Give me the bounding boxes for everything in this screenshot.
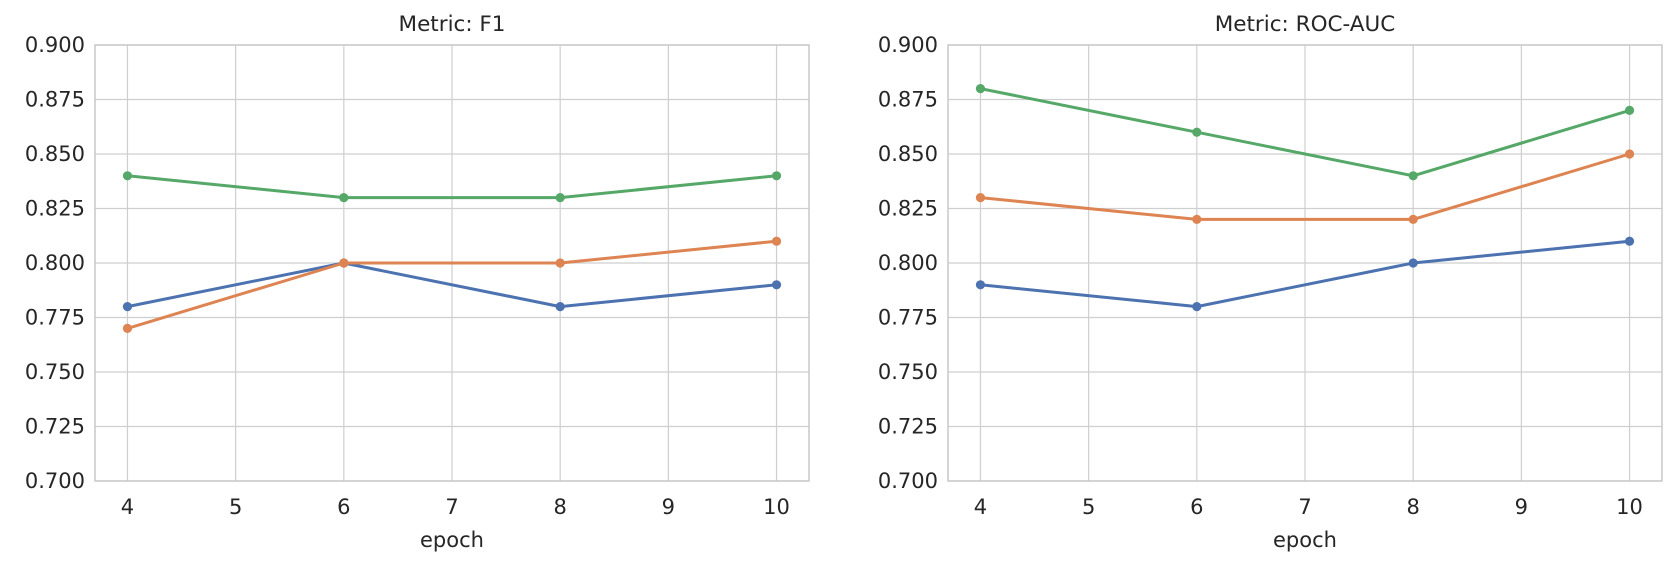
series-1-marker bbox=[122, 302, 133, 312]
x-tick-label: 4 bbox=[121, 495, 134, 519]
series-2-marker bbox=[975, 193, 986, 203]
x-tick-label: 5 bbox=[1082, 495, 1095, 519]
y-tick-label: 0.825 bbox=[25, 197, 85, 221]
x-tick-label: 5 bbox=[229, 495, 242, 519]
y-tick-label: 0.800 bbox=[25, 251, 85, 275]
series-1-marker bbox=[1624, 236, 1635, 246]
chart-panel-roc-auc: 0.700 0.725 0.750 0.775 0.800 0.825 0.850 0.875… bbox=[853, 0, 1673, 565]
y-tick-label: 0.875 bbox=[25, 88, 85, 112]
y-tick-label: 0.900 bbox=[25, 33, 85, 57]
series-1-marker bbox=[1408, 258, 1418, 268]
series-3-marker bbox=[122, 171, 133, 181]
series-3-line bbox=[978, 87, 1632, 178]
chart-title: Metric: ROC-AUC bbox=[1215, 12, 1396, 37]
y-tick-label: 0.725 bbox=[25, 415, 85, 439]
chart-title: Metric: F1 bbox=[399, 12, 506, 37]
series-1-line bbox=[125, 261, 779, 309]
x-tick-label: 10 bbox=[763, 495, 790, 519]
series-2-marker bbox=[771, 236, 782, 246]
x-axis-label: epoch bbox=[420, 528, 484, 552]
series-2-marker bbox=[1624, 149, 1635, 159]
x-tick-label: 8 bbox=[553, 495, 566, 519]
y-tick-label: 0.750 bbox=[25, 360, 85, 384]
roc-auc-line-chart: 0.700 0.725 0.750 0.775 0.800 0.825 0.850 0.875… bbox=[878, 12, 1663, 552]
series-3-marker bbox=[1408, 171, 1418, 181]
y-tick-label: 0.700 bbox=[878, 469, 938, 493]
series-2-marker bbox=[1408, 214, 1418, 224]
x-tick-label: 7 bbox=[1298, 495, 1311, 519]
y-tick-label: 0.825 bbox=[878, 197, 938, 221]
series-1-marker bbox=[975, 280, 986, 290]
y-tick-label: 0.725 bbox=[878, 415, 938, 439]
y-tick-label: 0.775 bbox=[25, 306, 85, 330]
y-tick-label: 0.900 bbox=[878, 33, 938, 57]
series-1-line bbox=[978, 239, 1632, 309]
series-1-marker bbox=[1192, 302, 1202, 312]
series-2-line bbox=[125, 239, 779, 330]
series-3-marker bbox=[339, 193, 349, 203]
x-tick-label: 7 bbox=[445, 495, 458, 519]
y-tick-label: 0.875 bbox=[878, 88, 938, 112]
y-tick-label: 0.850 bbox=[25, 142, 85, 166]
y-tick-label: 0.850 bbox=[878, 142, 938, 166]
series-2-marker bbox=[555, 258, 565, 268]
series-3-marker bbox=[975, 84, 986, 94]
x-tick-label: 10 bbox=[1616, 495, 1643, 519]
x-axis-label: epoch bbox=[1273, 528, 1337, 552]
x-tick-label: 8 bbox=[1406, 495, 1419, 519]
series-3-marker bbox=[1624, 105, 1635, 115]
axes-frame bbox=[947, 44, 1663, 482]
series-1-marker bbox=[555, 302, 565, 312]
y-tick-label: 0.700 bbox=[25, 469, 85, 493]
series-3-line bbox=[125, 174, 779, 200]
x-tick-label: 6 bbox=[337, 495, 350, 519]
y-tick-label: 0.775 bbox=[878, 306, 938, 330]
series-2-marker bbox=[122, 323, 133, 333]
f1-line-chart: 0.700 0.725 0.750 0.775 0.800 0.825 0.850 0.875… bbox=[25, 12, 810, 552]
y-tick-label: 0.750 bbox=[878, 360, 938, 384]
series-2-marker bbox=[339, 258, 349, 268]
series-3-marker bbox=[771, 171, 782, 181]
axes-frame bbox=[94, 44, 810, 482]
series-1-marker bbox=[771, 280, 782, 290]
y-tick-label: 0.800 bbox=[878, 251, 938, 275]
series-2-marker bbox=[1192, 214, 1202, 224]
x-tick-label: 6 bbox=[1190, 495, 1203, 519]
series-3-marker bbox=[1192, 127, 1202, 137]
chart-panel-f1: 0.700 0.725 0.750 0.775 0.800 0.825 0.850 0.875… bbox=[0, 0, 820, 565]
series-2-line bbox=[978, 152, 1632, 221]
x-tick-label: 4 bbox=[974, 495, 987, 519]
x-tick-label: 9 bbox=[662, 495, 675, 519]
x-tick-label: 9 bbox=[1515, 495, 1528, 519]
series-3-marker bbox=[555, 193, 565, 203]
